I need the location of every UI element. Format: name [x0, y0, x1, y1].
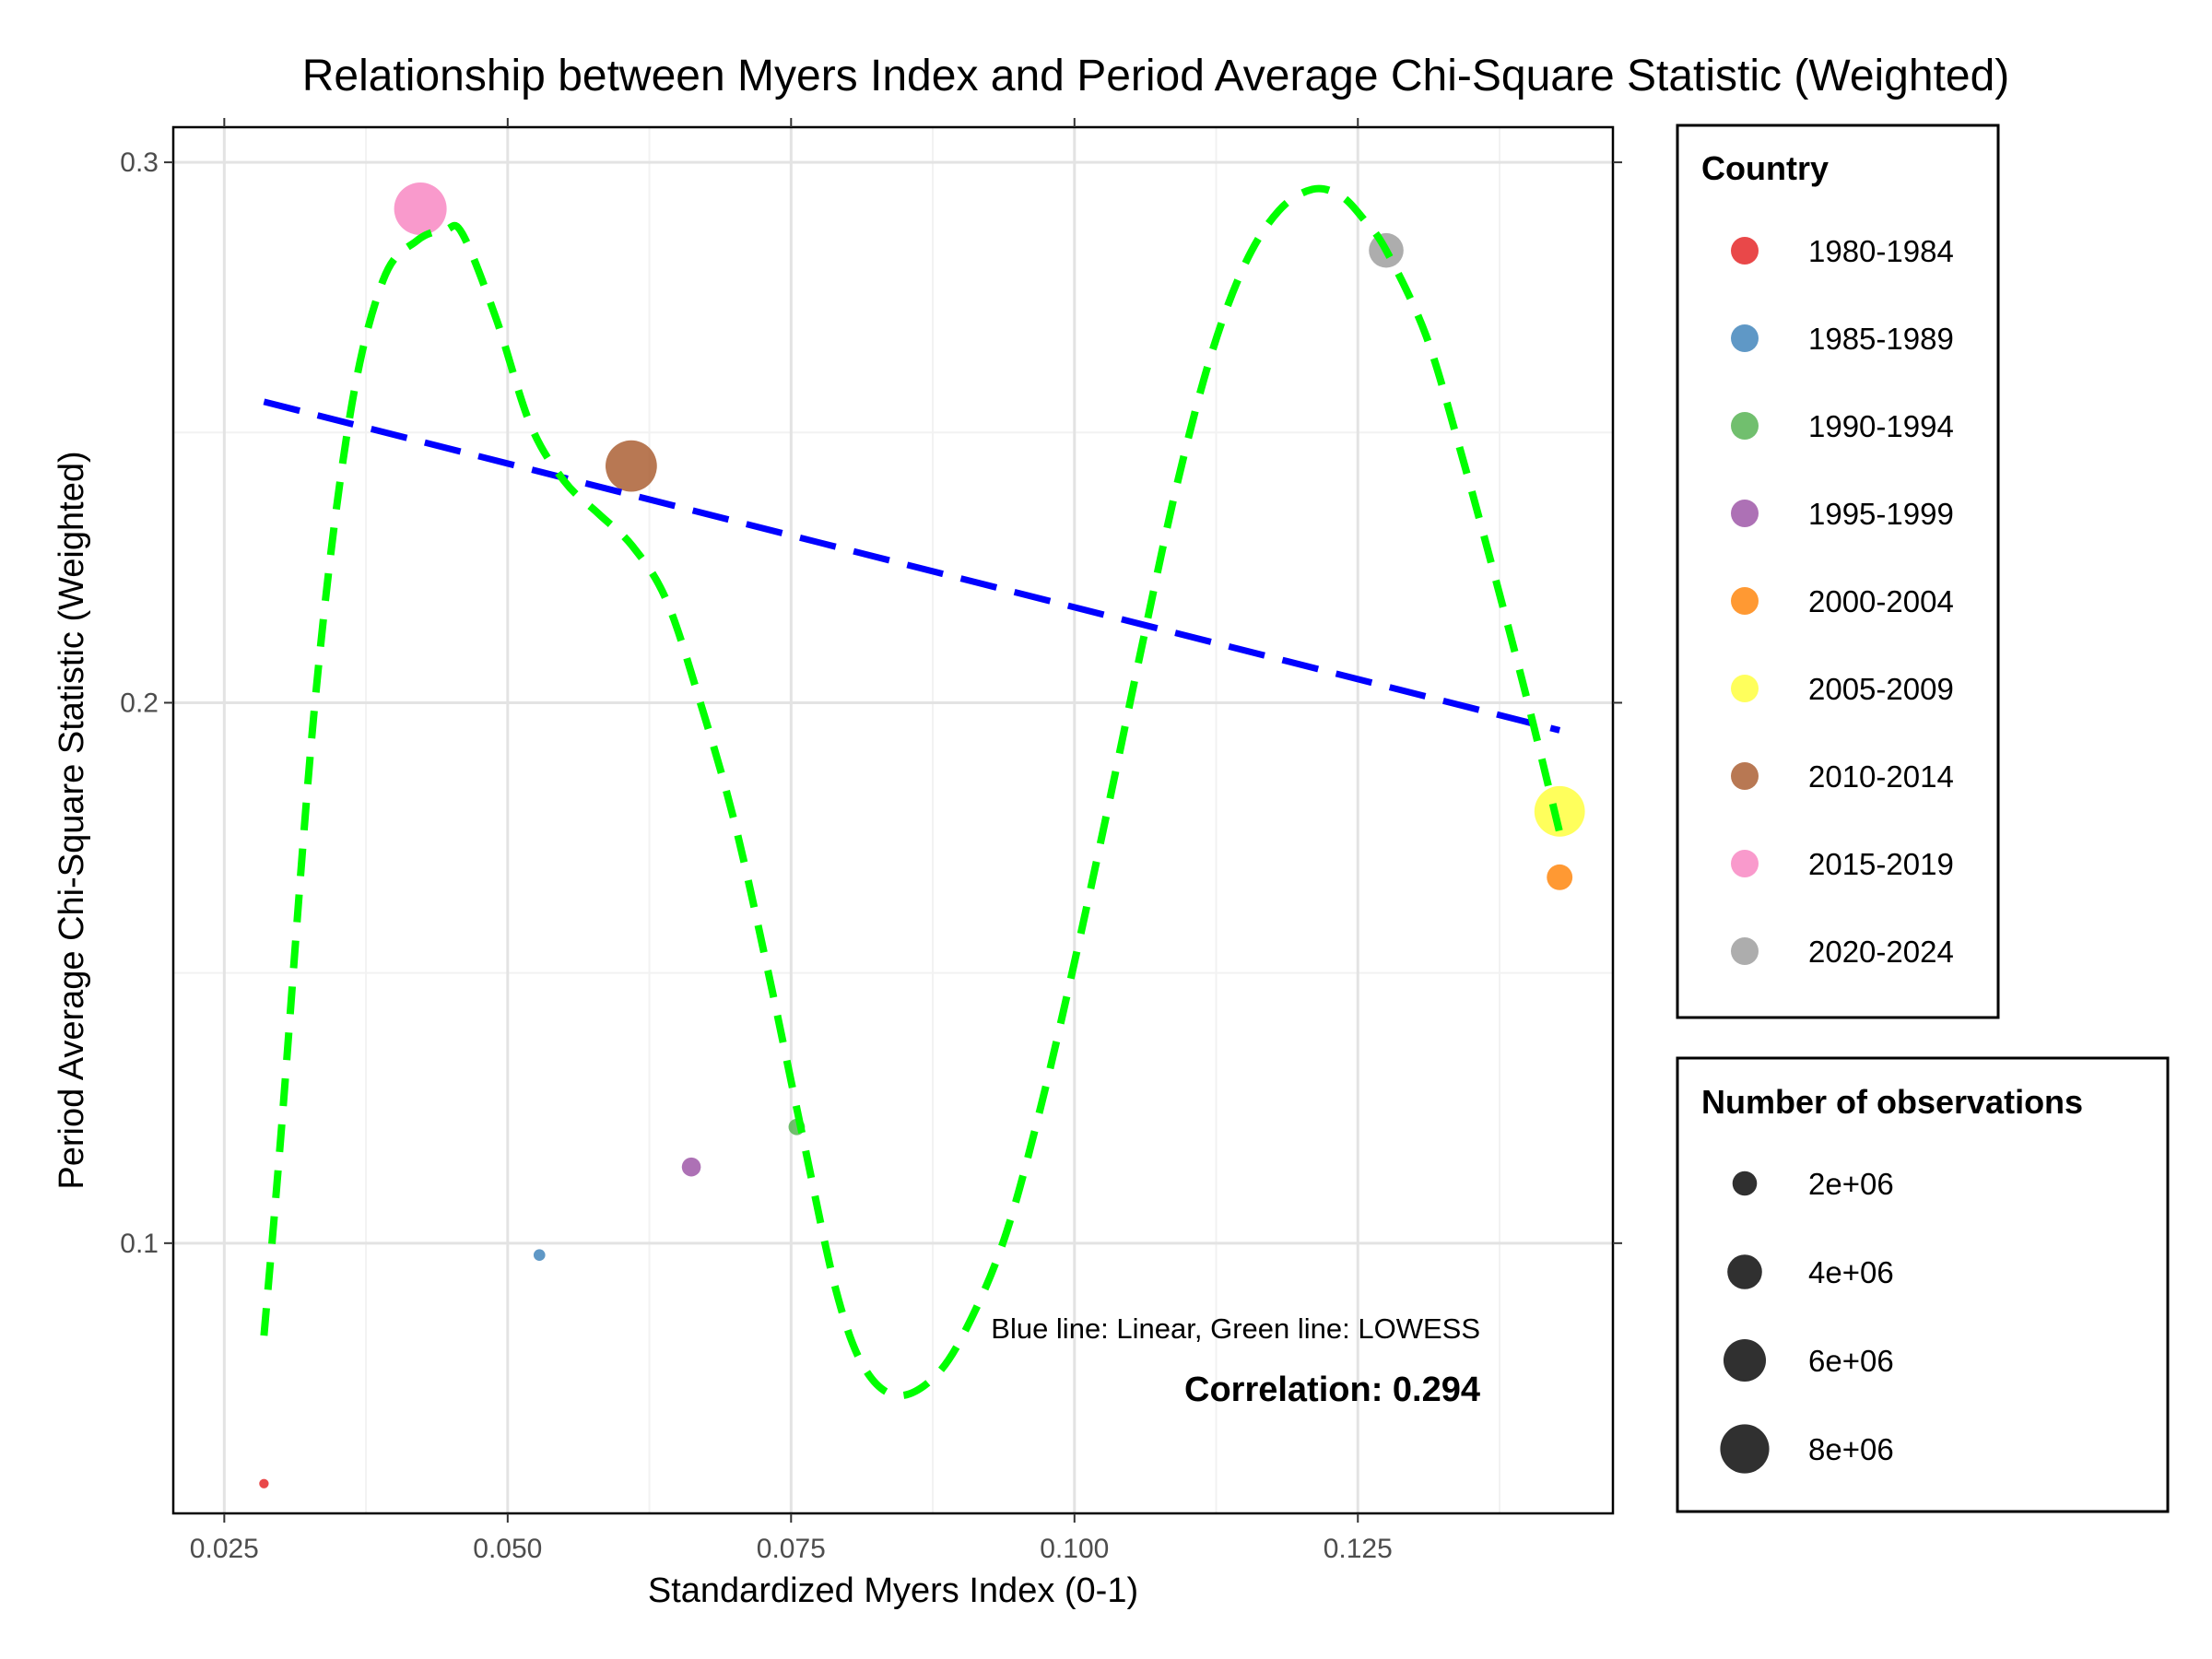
scatter-point-2010-2014: [606, 440, 657, 492]
size-legend-key-2e+06: [1732, 1171, 1758, 1196]
scatter-point-1995-1999: [681, 1157, 701, 1177]
size-legend-label-2e+06: 2e+06: [1808, 1167, 1894, 1201]
legend-label-2005-2009: 2005-2009: [1808, 672, 1954, 706]
lowess-fit-line: [260, 184, 1564, 1400]
major-gridlines: [173, 127, 1613, 1513]
scatter-point-2000-2004: [1547, 864, 1573, 890]
plot-area: 0.025 0.050 0.075 0.100 0.125 0.1 0.2 0.3: [120, 118, 1622, 1564]
plot-background: [173, 127, 1613, 1513]
color-legend-items: 1980-1984 1985-1989 1990-1994 1995-1999 2000…: [1731, 234, 1954, 969]
color-legend-title: Country: [1701, 149, 1829, 187]
legend-label-1985-1989: 1985-1989: [1808, 322, 1954, 356]
legend-label-2010-2014: 2010-2014: [1808, 759, 1954, 794]
x-axis-title: Standardized Myers Index (0-1): [648, 1571, 1138, 1610]
y-tick-label: 0.2: [120, 688, 159, 718]
color-legend: Country 1980-1984 1985-1989 1990-1994 1995-…: [1676, 124, 2000, 1019]
legend-key-2000-2004: [1731, 587, 1759, 615]
legend-key-1995-1999: [1731, 500, 1759, 527]
linear-fit-line: [263, 398, 1561, 734]
y-tick-label: 0.3: [120, 147, 159, 178]
size-legend-items: 2e+06 4e+06 6e+06 8e+06: [1720, 1167, 1894, 1474]
legend-label-2015-2019: 2015-2019: [1808, 847, 1954, 881]
size-legend-title: Number of observations: [1701, 1083, 2083, 1121]
scatter-point-2005-2009: [1534, 785, 1585, 837]
series-layer: [259, 182, 1585, 1488]
legend-label-1990-1994: 1990-1994: [1808, 409, 1954, 443]
scatter-point-2015-2019: [394, 182, 447, 236]
size-legend: Number of observations 2e+06 4e+06 6e+06 8e…: [1676, 1056, 2170, 1513]
color-legend-box: [1676, 124, 2000, 1019]
legend-key-1990-1994: [1731, 412, 1759, 440]
legend-label-1980-1984: 1980-1984: [1808, 234, 1954, 268]
size-legend-label-6e+06: 6e+06: [1808, 1344, 1894, 1378]
scatter-point-1980-1984: [259, 1478, 269, 1488]
legend-key-1980-1984: [1731, 237, 1759, 265]
x-tick-label: 0.075: [757, 1534, 826, 1564]
size-legend-label-4e+06: 4e+06: [1808, 1255, 1894, 1289]
y-tick-label: 0.1: [120, 1229, 159, 1259]
x-tick-label: 0.125: [1324, 1534, 1393, 1564]
legend-key-2010-2014: [1731, 762, 1759, 790]
chart-title: Relationship between Myers Index and Per…: [302, 52, 2010, 100]
size-legend-key-8e+06: [1720, 1424, 1770, 1474]
correlation-annotation: Correlation: 0.294: [1184, 1371, 1480, 1409]
scatter-point-1985-1989: [533, 1249, 546, 1262]
legend-label-1995-1999: 1995-1999: [1808, 497, 1954, 531]
x-tick-label: 0.050: [473, 1534, 542, 1564]
legend-key-2005-2009: [1731, 675, 1759, 702]
legend-label-2020-2024: 2020-2024: [1808, 935, 1954, 969]
x-tick-label: 0.100: [1040, 1534, 1109, 1564]
plot-border: [171, 125, 1615, 1515]
legend-key-1985-1989: [1731, 324, 1759, 352]
y-axis-title: Period Average Chi-Square Statistic (Wei…: [53, 451, 91, 1189]
size-legend-key-6e+06: [1723, 1338, 1767, 1382]
legend-key-2020-2024: [1731, 937, 1759, 965]
x-tick-label: 0.025: [190, 1534, 259, 1564]
legend-label-2000-2004: 2000-2004: [1808, 584, 1954, 618]
size-legend-key-4e+06: [1727, 1254, 1762, 1289]
fit-note-annotation: Blue line: Linear, Green line: LOWESS: [991, 1312, 1480, 1345]
axis-ticks: 0.025 0.050 0.075 0.100 0.125 0.1 0.2 0.3: [120, 118, 1622, 1564]
legend-key-2015-2019: [1731, 850, 1759, 877]
size-legend-label-8e+06: 8e+06: [1808, 1432, 1894, 1466]
minor-gridlines: [173, 127, 1613, 1513]
